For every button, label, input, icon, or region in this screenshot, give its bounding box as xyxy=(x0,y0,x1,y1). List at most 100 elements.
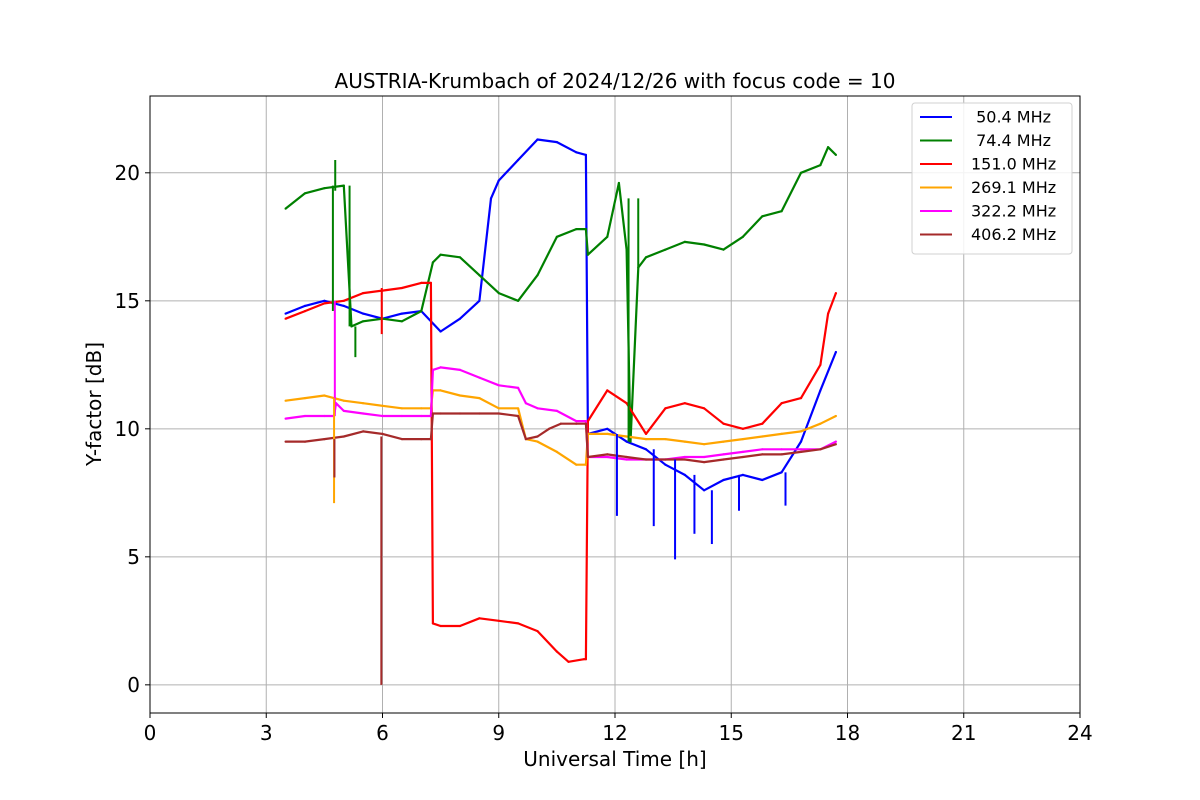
series-point-74-4-mhz xyxy=(400,320,403,323)
series-point-151-0-mhz xyxy=(517,622,520,625)
y-axis-label: Y-factor [dB] xyxy=(82,342,106,467)
series-point-74-4-mhz xyxy=(497,292,500,295)
series-point-406-2-mhz xyxy=(761,453,764,456)
series-point-406-2-mhz xyxy=(458,412,462,415)
series-point-269-1-mhz xyxy=(722,440,725,443)
series-point-74-4-mhz xyxy=(761,215,764,218)
series-point-50-4-mhz xyxy=(606,427,609,430)
series-point-269-1-mhz xyxy=(342,399,345,402)
x-tick-label: 6 xyxy=(376,721,389,745)
series-point-322-2-mhz xyxy=(625,458,628,461)
legend-entry: 322.2 MHz xyxy=(971,202,1056,221)
series-point-50-4-mhz xyxy=(489,197,493,200)
y-tick-label: 0 xyxy=(127,673,140,697)
series-point-269-1-mhz xyxy=(799,430,803,433)
series-point-406-2-mhz xyxy=(400,438,403,441)
series-point-406-2-mhz xyxy=(284,440,287,443)
series-point-74-4-mhz xyxy=(575,228,578,231)
series-point-322-2-mhz xyxy=(536,407,539,410)
series-point-151-0-mhz xyxy=(827,312,830,315)
series-point-269-1-mhz xyxy=(644,438,648,441)
series-point-322-2-mhz xyxy=(342,409,345,412)
series-point-151-0-mhz xyxy=(683,402,686,405)
series-point-269-1-mhz xyxy=(458,394,462,397)
series-point-269-1-mhz xyxy=(439,389,442,392)
series-point-151-0-mhz xyxy=(664,407,667,410)
series-point-151-0-mhz xyxy=(536,630,539,633)
series-point-151-0-mhz xyxy=(625,402,628,405)
x-tick-label: 18 xyxy=(835,721,860,745)
series-point-406-2-mhz xyxy=(780,453,783,456)
series-point-322-2-mhz xyxy=(584,420,588,423)
series-point-74-4-mhz xyxy=(722,248,725,251)
series-point-151-0-mhz xyxy=(555,650,559,653)
series-point-151-0-mhz xyxy=(584,658,588,661)
series-point-406-2-mhz xyxy=(497,412,500,415)
series-point-322-2-mhz xyxy=(439,366,442,369)
series-point-151-0-mhz xyxy=(644,432,648,435)
series-point-269-1-mhz xyxy=(819,422,822,425)
series-point-50-4-mhz xyxy=(819,389,822,392)
series-point-406-2-mhz xyxy=(439,412,442,415)
series-point-269-1-mhz xyxy=(683,440,686,443)
series-point-74-4-mhz xyxy=(584,228,588,231)
series-point-406-2-mhz xyxy=(548,427,551,430)
series-point-322-2-mhz xyxy=(458,368,462,371)
series-point-151-0-mhz xyxy=(323,302,326,305)
series-point-406-2-mhz xyxy=(559,422,562,425)
series-point-406-2-mhz xyxy=(431,412,434,415)
series-point-74-4-mhz xyxy=(362,320,365,323)
series-point-269-1-mhz xyxy=(703,443,706,446)
series-point-151-0-mhz xyxy=(497,619,500,622)
series-point-322-2-mhz xyxy=(761,448,764,451)
series-point-74-4-mhz xyxy=(741,235,745,238)
series-point-269-1-mhz xyxy=(303,397,307,400)
legend-entry: 50.4 MHz xyxy=(971,108,1051,127)
series-point-322-2-mhz xyxy=(722,453,725,456)
legend-entry: 74.4 MHz xyxy=(971,131,1051,150)
series-point-269-1-mhz xyxy=(606,432,609,435)
series-line-322-2-mhz xyxy=(285,366,837,461)
series-point-322-2-mhz xyxy=(555,409,559,412)
series-point-151-0-mhz xyxy=(722,422,725,425)
series-point-151-0-mhz xyxy=(420,281,423,284)
series-point-269-1-mhz xyxy=(400,407,403,410)
series-point-269-1-mhz xyxy=(362,402,365,405)
series-point-322-2-mhz xyxy=(741,450,745,453)
plot-series xyxy=(284,138,838,685)
series-point-151-0-mhz xyxy=(761,422,764,425)
series-point-74-4-mhz xyxy=(536,274,539,277)
series-point-74-4-mhz xyxy=(799,171,803,174)
series-point-151-0-mhz xyxy=(819,363,822,366)
series-point-74-4-mhz xyxy=(458,256,462,259)
series-point-50-4-mhz xyxy=(664,463,667,466)
series-point-74-4-mhz xyxy=(439,253,442,256)
series-point-406-2-mhz xyxy=(524,438,528,441)
series-point-406-2-mhz xyxy=(575,422,578,425)
y-tick-label: 5 xyxy=(127,545,140,569)
series-point-322-2-mhz xyxy=(575,420,578,423)
series-point-151-0-mhz xyxy=(478,617,481,620)
series-point-406-2-mhz xyxy=(429,438,432,441)
series-point-50-4-mhz xyxy=(478,299,481,302)
series-point-406-2-mhz xyxy=(362,430,365,433)
series-point-406-2-mhz xyxy=(819,448,822,451)
series-point-322-2-mhz xyxy=(799,448,803,451)
series-point-151-0-mhz xyxy=(431,622,434,625)
series-point-74-4-mhz xyxy=(303,192,307,195)
x-tick-label: 9 xyxy=(492,721,505,745)
legend-entry: 406.2 MHz xyxy=(971,225,1056,244)
series-point-269-1-mhz xyxy=(284,399,287,402)
series-point-151-0-mhz xyxy=(582,658,586,661)
series-point-50-4-mhz xyxy=(683,473,686,476)
y-tick-label: 10 xyxy=(115,417,140,441)
series-point-406-2-mhz xyxy=(683,458,686,461)
series-point-269-1-mhz xyxy=(420,407,423,410)
series-point-322-2-mhz xyxy=(606,455,609,459)
series-point-269-1-mhz xyxy=(536,440,539,443)
series-point-74-4-mhz xyxy=(478,274,481,277)
series-point-322-2-mhz xyxy=(323,414,326,418)
series-point-406-2-mhz xyxy=(478,412,481,415)
series-point-50-4-mhz xyxy=(741,473,745,476)
series-point-151-0-mhz xyxy=(400,286,403,290)
